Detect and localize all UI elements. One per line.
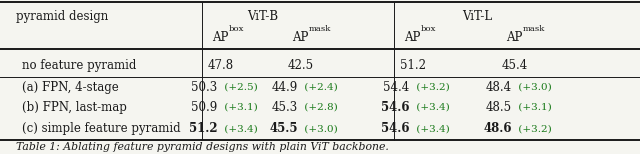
Text: AP: AP — [404, 31, 420, 44]
Text: (a) FPN, 4-stage: (a) FPN, 4-stage — [22, 81, 119, 93]
Text: 50.9: 50.9 — [191, 101, 218, 113]
Text: 45.3: 45.3 — [271, 101, 298, 113]
Text: (+2.8): (+2.8) — [301, 103, 337, 111]
Text: (+3.4): (+3.4) — [413, 103, 449, 111]
Text: (+3.0): (+3.0) — [515, 83, 552, 91]
Text: (+3.4): (+3.4) — [221, 124, 257, 133]
Text: 47.8: 47.8 — [208, 59, 234, 72]
Text: ViT-B: ViT-B — [247, 10, 278, 23]
Text: no feature pyramid: no feature pyramid — [22, 59, 137, 72]
Text: (+3.1): (+3.1) — [221, 103, 257, 111]
Text: mask: mask — [308, 25, 331, 33]
Text: (+3.2): (+3.2) — [413, 83, 449, 91]
Text: box: box — [420, 25, 436, 33]
Text: (+2.5): (+2.5) — [221, 83, 257, 91]
Text: AP: AP — [292, 31, 308, 44]
Text: 51.2: 51.2 — [189, 122, 218, 135]
Text: (+3.2): (+3.2) — [515, 124, 552, 133]
Text: Table 1: Ablating feature pyramid designs with plain ViT backbone.: Table 1: Ablating feature pyramid design… — [16, 142, 389, 152]
Text: (+3.4): (+3.4) — [413, 124, 449, 133]
Text: 42.5: 42.5 — [288, 59, 314, 72]
Text: AP: AP — [506, 31, 523, 44]
Text: AP: AP — [212, 31, 228, 44]
Text: box: box — [228, 25, 244, 33]
Text: 45.5: 45.5 — [269, 122, 298, 135]
Text: mask: mask — [523, 25, 545, 33]
Text: 48.4: 48.4 — [486, 81, 512, 93]
Text: ViT-L: ViT-L — [461, 10, 492, 23]
Text: (c) simple feature pyramid: (c) simple feature pyramid — [22, 122, 181, 135]
Text: 48.5: 48.5 — [486, 101, 512, 113]
Text: 54.6: 54.6 — [381, 122, 410, 135]
Text: (+3.0): (+3.0) — [301, 124, 337, 133]
Text: 51.2: 51.2 — [400, 59, 426, 72]
Text: 50.3: 50.3 — [191, 81, 218, 93]
Text: (+3.1): (+3.1) — [515, 103, 552, 111]
Text: 54.4: 54.4 — [383, 81, 410, 93]
Text: (+2.4): (+2.4) — [301, 83, 337, 91]
Text: 54.6: 54.6 — [381, 101, 410, 113]
Text: (b) FPN, last-map: (b) FPN, last-map — [22, 101, 127, 113]
Text: 48.6: 48.6 — [483, 122, 512, 135]
Text: 45.4: 45.4 — [502, 59, 529, 72]
Text: pyramid design: pyramid design — [16, 10, 108, 23]
Text: 44.9: 44.9 — [271, 81, 298, 93]
